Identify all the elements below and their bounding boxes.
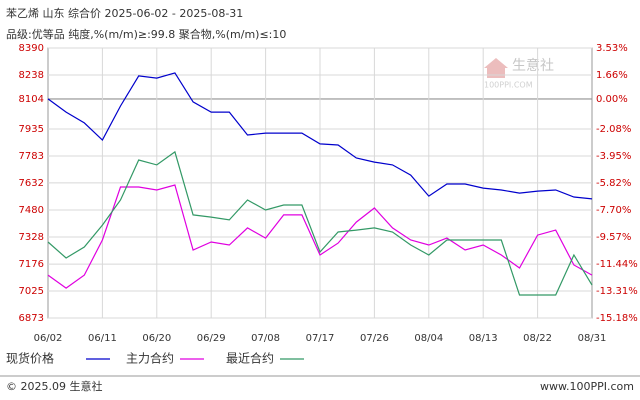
y2-tick-label: -9.57% [596,232,631,243]
y2-tick-label: -7.70% [596,205,631,216]
series-line [47,184,593,289]
x-tick-label: 08/22 [523,333,552,344]
y2-tick-label: 1.66% [596,70,628,81]
y2-tick-label: -5.82% [596,178,631,189]
y2-tick-label: -13.31% [596,286,638,297]
y-tick-label: 8238 [19,70,44,81]
x-tick-label: 07/17 [306,333,335,344]
y-tick-label: 7783 [19,151,44,162]
x-tick-label: 06/20 [142,333,171,344]
y2-tick-label: 0.00% [596,94,628,105]
series-line [47,72,593,200]
legend-label: 现货价格 [6,351,54,366]
y2-tick-label: -11.44% [596,259,638,270]
chart-subtitle: 品级:优等品 纯度,%(m/m)≥:99.8 聚合物,%(m/m)≤:10 [6,27,286,41]
y-tick-label: 7025 [19,286,44,297]
watermark-url: 100PPI.COM [484,81,533,90]
y2-tick-label: -3.95% [596,151,631,162]
x-tick-label: 08/04 [414,333,443,344]
legend-label: 主力合约 [126,351,174,366]
y-tick-label: 7632 [19,178,44,189]
y-tick-label: 6873 [19,313,44,324]
watermark-text: 生意社 [512,57,554,74]
x-tick-label: 06/29 [197,333,226,344]
x-tick-label: 07/26 [360,333,389,344]
y-tick-label: 7935 [19,124,44,135]
watermark-logo [484,58,508,78]
x-tick-label: 06/02 [34,333,63,344]
y-tick-label: 7480 [19,205,44,216]
x-tick-label: 07/08 [251,333,280,344]
y2-tick-label: 3.53% [596,43,628,54]
y2-tick-label: -15.18% [596,313,638,324]
watermark: 生意社 100PPI.COM [484,57,554,90]
series-line [47,150,593,296]
y-tick-label: 7176 [19,259,44,270]
x-tick-label: 08/31 [578,333,607,344]
x-tick-label: 08/13 [469,333,498,344]
y-tick-label: 8390 [19,43,44,54]
y2-tick-label: -2.08% [596,124,631,135]
x-tick-label: 06/11 [88,333,117,344]
y-tick-label: 7328 [19,232,44,243]
footer-right: www.100PPI.com [540,380,634,393]
footer-left: © 2025.09 生意社 [6,379,102,393]
legend-label: 最近合约 [226,351,274,366]
y-tick-label: 8104 [19,94,44,105]
chart-title: 苯乙烯 山东 综合价 2025-06-02 - 2025-08-31 [6,6,243,20]
